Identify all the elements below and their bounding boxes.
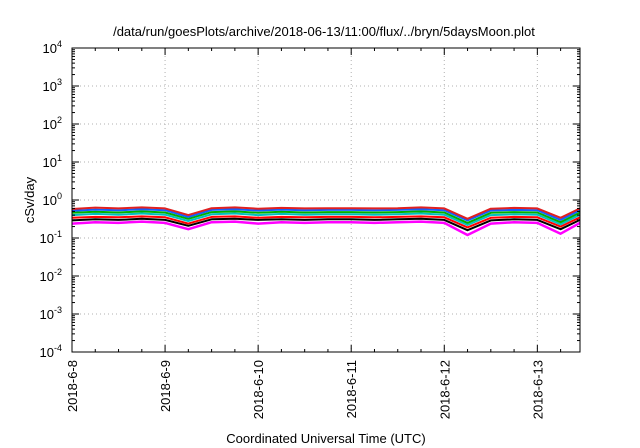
y-tick-label: 10-1: [40, 229, 62, 246]
grid-lines: [72, 48, 580, 352]
y-axis-label: cSv/day: [22, 176, 37, 223]
y-tick-label: 10-2: [40, 267, 62, 284]
series-line: [71, 210, 581, 224]
x-tick-label: 2018-6-8: [65, 360, 80, 412]
series-line: [71, 217, 581, 232]
y-axis: 10-4 10-3 10-2 10-1 100 101 102 103 104: [40, 39, 580, 360]
x-axis: 2018-6-8 2018-6-9 2018-6-10 2018-6-11 2018-6…: [65, 48, 562, 419]
x-axis-label: Coordinated Universal Time (UTC): [226, 431, 425, 446]
y-tick-label: 104: [43, 39, 62, 56]
y-tick-label: 10-3: [40, 305, 62, 322]
x-tick-label: 2018-6-12: [437, 360, 452, 419]
series-line: [71, 212, 581, 226]
y-tick-label: 102: [43, 115, 62, 132]
x-tick-label: 2018-6-10: [251, 360, 266, 419]
series-line: [71, 208, 581, 222]
x-tick-label: 2018-6-13: [530, 360, 545, 419]
x-tick-label: 2018-6-11: [344, 360, 359, 418]
y-tick-label: 100: [43, 191, 62, 208]
series-line: [71, 220, 581, 237]
series-layer: [71, 206, 581, 237]
x-tick-label: 2018-6-9: [158, 360, 173, 412]
y-tick-label: 103: [43, 77, 62, 94]
y-tick-label: 101: [43, 153, 62, 170]
chart-title: /data/run/goesPlots/archive/2018-06-13/1…: [113, 24, 535, 39]
series-line: [71, 215, 581, 229]
series-line: [71, 206, 581, 220]
y-tick-label: 10-4: [40, 343, 62, 360]
